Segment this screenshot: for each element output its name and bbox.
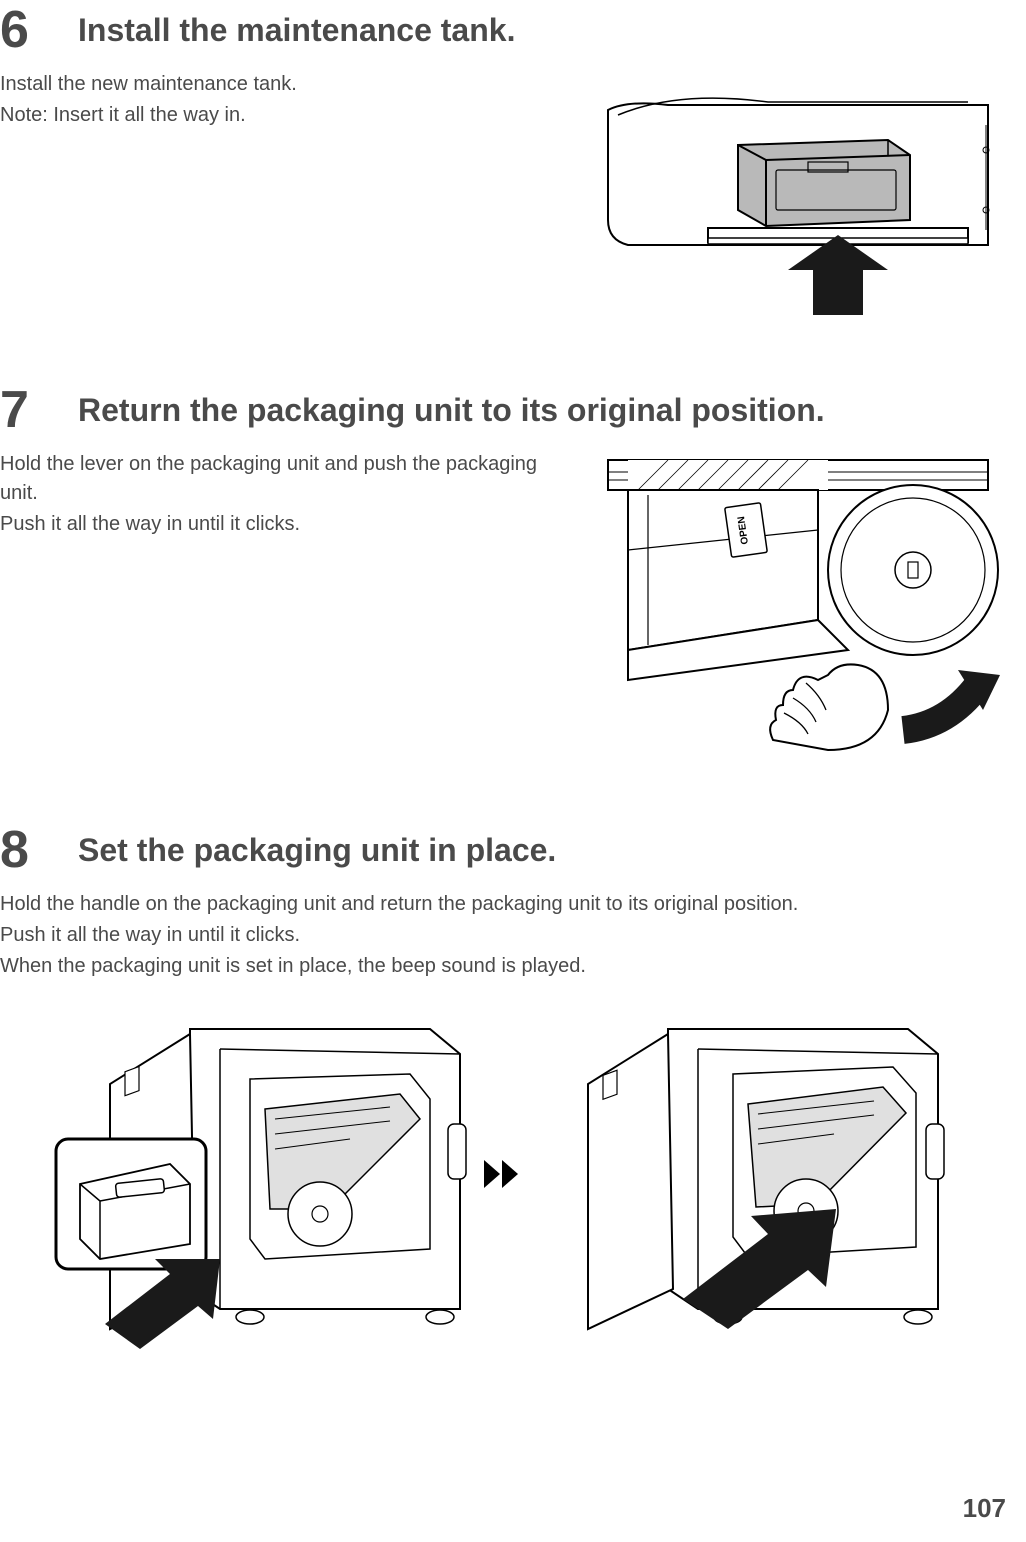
step-7-header: 7 Return the packaging unit to its origi… (0, 380, 1008, 440)
page-number: 107 (963, 1493, 1006, 1524)
sequence-arrow-icon (470, 1154, 538, 1204)
step-6-illustration (588, 70, 1008, 320)
step-8-desc-line-1: Hold the handle on the packaging unit an… (0, 890, 998, 919)
step-6-header: 6 Install the maintenance tank. (0, 0, 1008, 60)
step-6: 6 Install the maintenance tank. Install … (0, 0, 1008, 320)
step-7-illustration: OPEN (588, 450, 1008, 760)
step-7-description: Hold the lever on the packaging unit and… (0, 450, 588, 541)
step-8-description: Hold the handle on the packaging unit an… (0, 890, 1008, 981)
step-7-body: Hold the lever on the packaging unit and… (0, 450, 1008, 760)
step-8-illustration-right (538, 1009, 958, 1349)
step-7-title: Return the packaging unit to its origina… (54, 390, 825, 430)
step-8-title: Set the packaging unit in place. (54, 830, 556, 870)
step-6-body: Install the new maintenance tank. Note: … (0, 70, 1008, 320)
step-6-description: Install the new maintenance tank. Note: … (0, 70, 588, 132)
step-6-title: Install the maintenance tank. (54, 10, 515, 50)
step-7-number: 7 (0, 380, 54, 440)
step-6-desc-line-2: Note: Insert it all the way in. (0, 101, 578, 130)
manual-page: 6 Install the maintenance tank. Install … (0, 0, 1026, 1542)
step-8-header: 8 Set the packaging unit in place. (0, 820, 1008, 880)
step-7: 7 Return the packaging unit to its origi… (0, 380, 1008, 760)
step-8-illustration-left (50, 1009, 470, 1349)
step-6-desc-line-1: Install the new maintenance tank. (0, 70, 578, 99)
step-7-desc-line-1: Hold the lever on the packaging unit and… (0, 450, 578, 508)
step-7-desc-line-2: Push it all the way in until it clicks. (0, 510, 578, 539)
step-8-illustrations (0, 1009, 1008, 1349)
step-8-number: 8 (0, 820, 54, 880)
step-8: 8 Set the packaging unit in place. Hold … (0, 820, 1008, 1349)
step-6-number: 6 (0, 0, 54, 60)
step-8-desc-line-3: When the packaging unit is set in place,… (0, 952, 998, 981)
step-8-desc-line-2: Push it all the way in until it clicks. (0, 921, 998, 950)
